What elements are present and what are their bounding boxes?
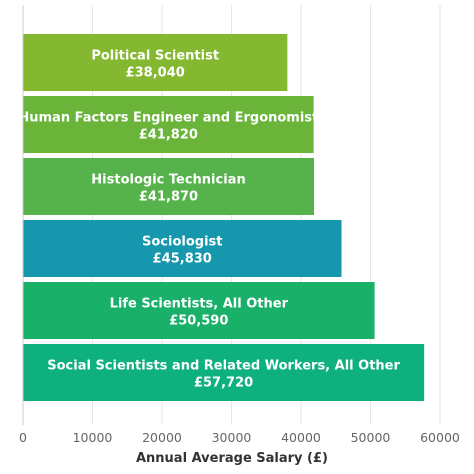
bar-value-label: £45,830 [153, 252, 212, 267]
bar [23, 344, 425, 401]
bar-group: Human Factors Engineer and Ergonomist £41… [18, 96, 318, 153]
bar-category-label: Life Scientists, All Other [110, 297, 289, 312]
x-tick-label: 30000 [212, 430, 252, 445]
x-tick-label: 20000 [142, 430, 182, 445]
x-tick-label: 10000 [73, 430, 113, 445]
bar-group: Political Scientist £38,040 [23, 34, 288, 91]
bar [23, 96, 314, 153]
x-axis: 0 10000 20000 30000 40000 50000 60000 [19, 5, 460, 445]
bar [23, 220, 342, 277]
bars: Political Scientist £38,040 Human Factors … [18, 34, 425, 401]
bar-group: Life Scientists, All Other £50,590 [23, 282, 375, 339]
bar-value-label: £41,870 [139, 190, 198, 205]
bar-value-label: £50,590 [169, 314, 228, 329]
bar-value-label: £41,820 [139, 128, 198, 143]
bar-value-label: £38,040 [126, 66, 185, 81]
bar [23, 34, 288, 91]
x-tick-label: 60000 [420, 430, 460, 445]
bar-category-label: Human Factors Engineer and Ergonomist [18, 111, 318, 126]
bar [23, 158, 314, 215]
bar-category-label: Histologic Technician [91, 173, 245, 188]
x-axis-title: Annual Average Salary (£) [136, 451, 328, 466]
x-tick-label: 50000 [351, 430, 391, 445]
bar-category-label: Sociologist [142, 235, 223, 250]
bar-category-label: Social Scientists and Related Workers, A… [47, 359, 400, 374]
bar-value-label: £57,720 [194, 376, 253, 391]
x-tick-label: 0 [19, 430, 27, 445]
bar-category-label: Political Scientist [91, 49, 219, 64]
bar [23, 282, 375, 339]
bar-group: Sociologist £45,830 [23, 220, 342, 277]
bar-group: Social Scientists and Related Workers, A… [23, 344, 425, 401]
x-tick-label: 40000 [281, 430, 321, 445]
bar-group: Histologic Technician £41,870 [23, 158, 314, 215]
